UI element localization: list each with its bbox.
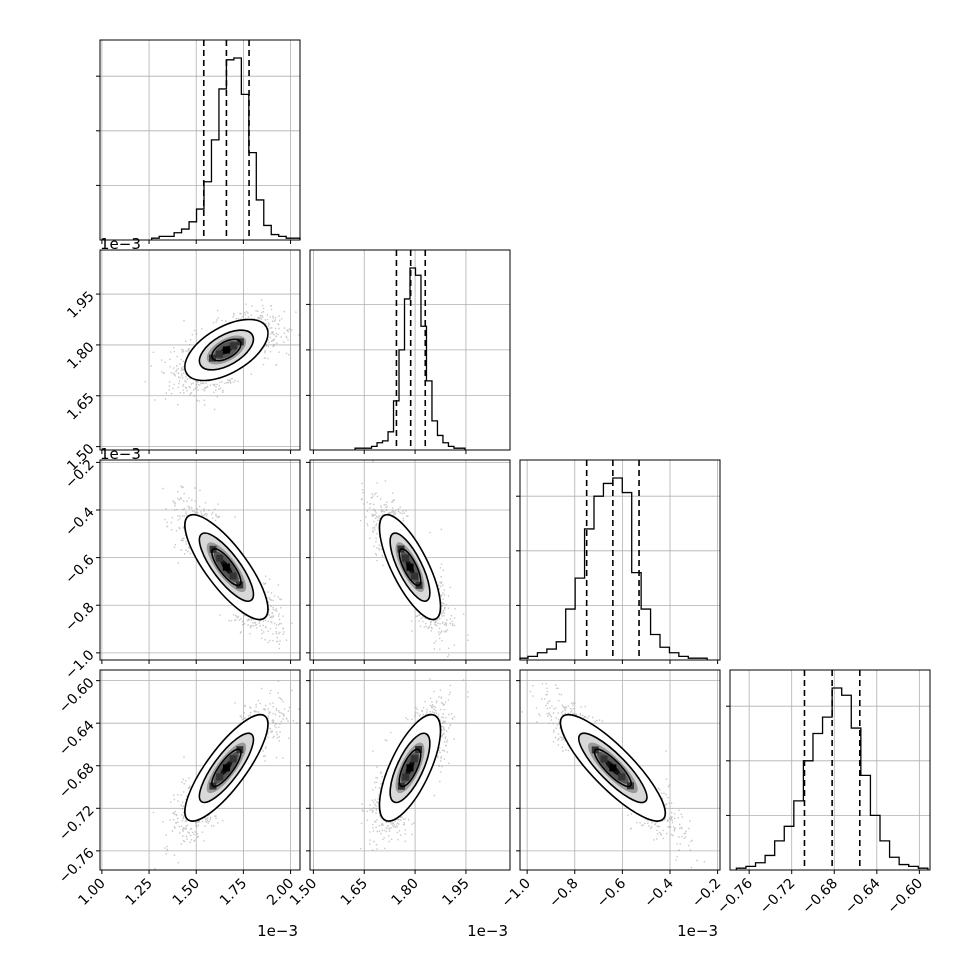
panel-frame — [99, 39, 301, 241]
density-cell — [609, 764, 617, 772]
x-tick-label-2: −1.0 — [499, 876, 534, 911]
density-cell — [229, 572, 237, 580]
panel-frame — [99, 669, 301, 871]
x-tick-label-2: −0.8 — [546, 876, 581, 911]
hist-panel-0 — [96, 39, 301, 244]
contour-line — [198, 329, 255, 371]
contour-line — [184, 713, 269, 822]
density-cell — [618, 773, 626, 781]
contour-line — [389, 532, 431, 602]
panel-content — [100, 460, 300, 660]
x-tick-label-0: 1.75 — [217, 876, 250, 909]
x-tick-label-0: 1.25 — [123, 876, 156, 909]
panel-content — [100, 670, 300, 870]
x-tick-label-2: −0.6 — [594, 875, 629, 910]
hist-panel-1 — [306, 249, 511, 454]
x-tick-label-2: −0.4 — [641, 875, 676, 910]
y-tick-label-2: −1.0 — [62, 647, 97, 682]
density-cell — [406, 764, 414, 772]
panel-frame — [309, 459, 511, 661]
density-cell — [216, 554, 224, 562]
density-cell — [401, 554, 409, 562]
contour-line — [398, 548, 422, 587]
panel-content — [310, 460, 510, 660]
contour-line — [198, 732, 255, 804]
scatter-panel-3-2 — [516, 669, 721, 874]
panel-content — [520, 670, 720, 870]
panel-frame — [309, 669, 511, 871]
scatter-points — [152, 680, 300, 870]
contour-line — [378, 713, 442, 822]
contour-line — [389, 732, 431, 804]
density-cell — [229, 342, 237, 350]
panel-frame — [519, 669, 721, 871]
scatter-panel-1-0 — [96, 249, 301, 454]
contour-line — [184, 513, 269, 621]
contour-line — [593, 748, 632, 788]
panel-frame — [99, 459, 301, 661]
y-tick-label-3: −0.60 — [56, 675, 98, 717]
panel-content — [310, 670, 510, 870]
y-tick-label-2: −0.8 — [62, 600, 97, 635]
scatter-panel-3-1 — [306, 669, 511, 874]
density-cell — [229, 755, 237, 763]
contour-line — [578, 732, 648, 804]
x-offset-label-2: 1e−3 — [677, 922, 718, 940]
x-tick-label-3: −0.64 — [842, 875, 884, 917]
y-offset-label-1: 1e−3 — [100, 235, 141, 253]
x-tick-label-1: 1.50 — [287, 876, 320, 909]
density-cell — [222, 563, 230, 571]
y-tick-label-1: 1.65 — [64, 390, 97, 423]
x-tick-label-1: 1.65 — [338, 876, 371, 909]
x-tick-label-1: 1.95 — [439, 876, 472, 909]
density-cell — [406, 563, 414, 571]
x-offset-label-1: 1e−3 — [467, 922, 508, 940]
x-tick-label-0: 1.00 — [75, 876, 108, 909]
y-tick-label-2: −0.6 — [62, 552, 97, 587]
x-tick-label-3: −0.68 — [799, 876, 841, 918]
y-tick-label-1: 1.95 — [64, 288, 97, 321]
density-cell — [411, 572, 419, 580]
density-cell — [222, 346, 230, 354]
hist-panel-2 — [516, 459, 721, 664]
contour-line — [184, 318, 269, 382]
x-tick-label-1: 1.80 — [389, 876, 422, 909]
density-cell — [410, 755, 418, 763]
x-tick-label-3: −0.72 — [757, 876, 799, 918]
scatter-panel-2-1 — [306, 459, 511, 664]
panel-frame — [309, 249, 511, 451]
panel-frame — [519, 459, 721, 661]
contour-line — [198, 532, 255, 602]
contour-line — [398, 748, 422, 788]
density-cell — [222, 764, 230, 772]
density-cell — [600, 755, 608, 763]
contour-line — [559, 713, 667, 822]
hist-panel-3 — [726, 669, 931, 874]
x-tick-label-0: 1.50 — [170, 876, 203, 909]
y-tick-label-3: −0.72 — [56, 803, 98, 845]
panel-frame — [99, 249, 301, 451]
contour-line — [211, 338, 242, 362]
y-tick-label-3: −0.68 — [56, 760, 98, 802]
y-tick-label-3: −0.64 — [56, 717, 98, 759]
density-cell — [216, 773, 224, 781]
x-tick-label-3: −0.60 — [885, 876, 927, 918]
y-tick-label-2: −0.4 — [62, 504, 97, 539]
density-cell — [215, 350, 223, 358]
histogram-1 — [354, 267, 466, 450]
scatter-panel-3-0 — [96, 669, 301, 874]
y-offset-label-2: 1e−3 — [100, 445, 141, 463]
contour-line — [378, 513, 442, 621]
panel-content — [100, 250, 300, 450]
x-tick-label-3: −0.76 — [714, 875, 756, 917]
density-cell — [402, 773, 410, 781]
scatter-panel-2-0 — [96, 459, 301, 664]
contour-line — [211, 548, 242, 587]
panel-frame — [729, 669, 931, 871]
contour-line — [211, 748, 242, 788]
y-tick-label-1: 1.80 — [64, 339, 97, 372]
x-offset-label-0: 1e−3 — [257, 922, 298, 940]
